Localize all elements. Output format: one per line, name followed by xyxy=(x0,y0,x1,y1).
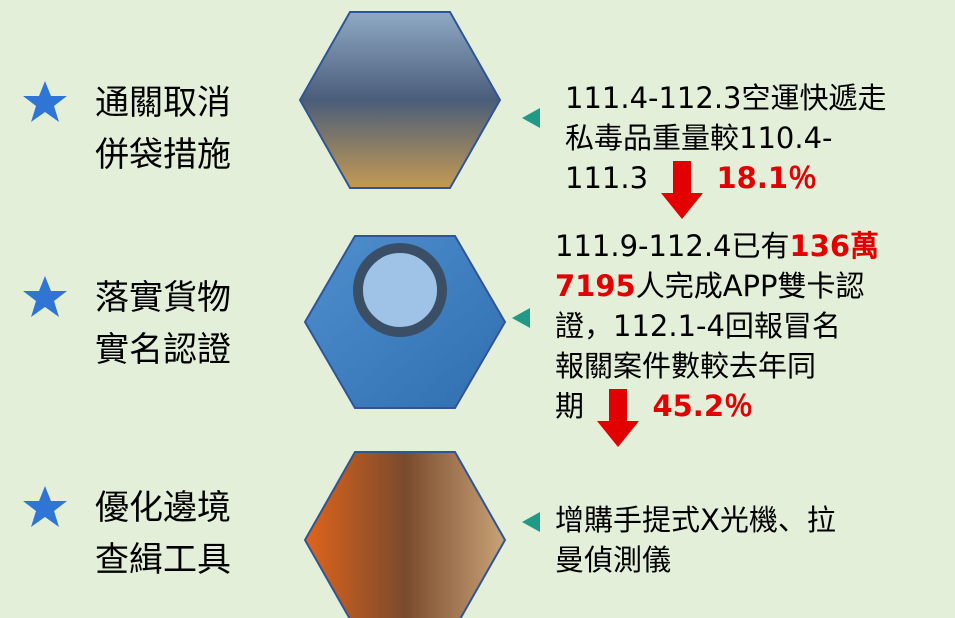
item-label: 優化邊境 查緝工具 xyxy=(95,482,231,586)
label-line: 實名認證 xyxy=(95,324,231,376)
item-label: 通關取消 併袋措施 xyxy=(95,77,231,181)
slide: {"items":[ {"label":["通關取消","併袋措施"], "de… xyxy=(0,0,955,618)
label-line: 併袋措施 xyxy=(95,129,231,181)
text: 111.9-112.4已有 xyxy=(555,229,790,263)
text: 報關案件數較去年同 xyxy=(555,346,879,386)
text: 期 xyxy=(555,389,584,423)
magnifier-icon xyxy=(358,248,442,332)
item-description: 增購手提式X光機、拉 曼偵測儀 xyxy=(555,500,836,580)
label-line: 通關取消 xyxy=(95,77,231,129)
star-icon xyxy=(23,81,67,527)
text: 111.4-112.3空運快遞走 xyxy=(565,78,887,118)
highlight: 136萬 xyxy=(790,229,880,263)
text: 111.3 xyxy=(565,161,648,195)
label-line: 優化邊境 xyxy=(95,482,231,534)
text: 私毒品重量較110.4- xyxy=(565,118,887,158)
text: 證，112.1-4回報冒名 xyxy=(555,306,879,346)
label-line: 查緝工具 xyxy=(95,534,231,586)
photo-hexagon xyxy=(305,452,505,618)
item-description: 111.4-112.3空運快遞走 私毒品重量較110.4- 111.3 18.1… xyxy=(565,78,887,199)
text: 曼偵測儀 xyxy=(555,540,836,580)
photo-hexagon xyxy=(300,12,500,188)
highlight: 45.2％ xyxy=(652,389,753,423)
label-line: 落實貨物 xyxy=(95,272,231,324)
item-label: 落實貨物 實名認證 xyxy=(95,272,231,376)
highlight: 18.1％ xyxy=(716,161,817,195)
down-arrow xyxy=(593,389,643,449)
pointer-triangle xyxy=(512,108,540,532)
text: 增購手提式X光機、拉 xyxy=(555,500,836,540)
highlight: 7195 xyxy=(555,269,636,303)
down-arrow xyxy=(657,161,707,221)
text: 人完成APP雙卡認 xyxy=(636,269,865,303)
item-description: 111.9-112.4已有136萬 7195人完成APP雙卡認 證，112.1-… xyxy=(555,226,879,427)
